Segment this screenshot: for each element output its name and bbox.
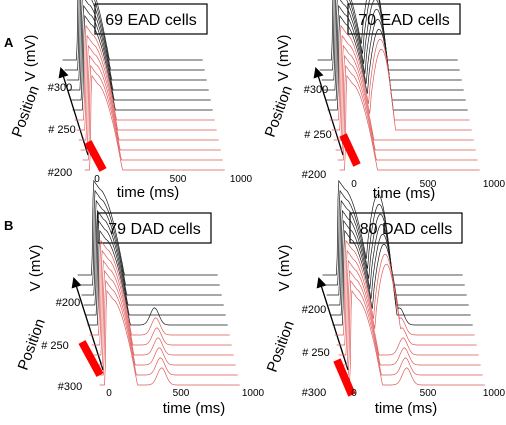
trace-red (333, 44, 474, 141)
panel-title: 69 EAD cells (105, 12, 197, 29)
trace-red (331, 34, 472, 131)
position-tick: #200 (302, 169, 326, 181)
trace-black (81, 199, 222, 296)
trace-red (74, 24, 215, 121)
panel-letter-a: A (4, 35, 14, 50)
x-tick: 1000 (230, 174, 253, 185)
trace-red (97, 279, 238, 376)
trace-red (329, 24, 470, 121)
ylabel: V (mV) (27, 245, 44, 292)
x-tick: 1000 (483, 388, 506, 399)
trace-black (68, 0, 209, 91)
xlabel: time (ms) (117, 184, 180, 201)
trace-red (80, 54, 221, 151)
red-region-bar (339, 133, 361, 167)
position-arrow (313, 67, 344, 156)
trace-black (323, 0, 464, 91)
x-tick: 500 (170, 174, 187, 185)
x-tick: 1000 (242, 388, 265, 399)
position-tick: #200 (302, 304, 326, 316)
ylabel: V (mV) (276, 245, 293, 292)
position-tick: #200 (56, 297, 80, 309)
position-arrow (58, 67, 89, 156)
trace-black (70, 4, 211, 101)
trace-red (95, 269, 236, 366)
trace-red (338, 259, 479, 356)
position-label: Position (264, 318, 298, 374)
trace-red (78, 44, 219, 141)
x-tick: 0 (106, 388, 112, 399)
trace-red (93, 259, 234, 356)
trace-red (337, 64, 478, 161)
xlabel: time (ms) (163, 400, 226, 417)
trace-red (339, 74, 480, 171)
trace-black (317, 0, 458, 61)
title-box (349, 212, 463, 244)
x-tick: 1000 (483, 179, 506, 190)
xlabel: time (ms) (375, 400, 438, 417)
position-tick: # 250 (48, 124, 76, 136)
position-tick: #300 (302, 387, 326, 399)
trace-red (84, 74, 225, 171)
trace-black (66, 0, 207, 81)
x-tick: 0 (94, 174, 100, 185)
x-tick: 0 (351, 179, 357, 190)
ylabel: V (mV) (275, 35, 292, 82)
trace-red (342, 279, 483, 376)
trace-red (344, 289, 485, 386)
trace-black (321, 0, 462, 81)
trace-black (83, 209, 224, 306)
title-box (347, 3, 461, 35)
trace-red (334, 239, 475, 336)
trace-red (76, 34, 217, 131)
position-tick: # 250 (41, 340, 69, 352)
trace-red (335, 54, 476, 151)
trace-red (99, 289, 240, 386)
red-region-bar (78, 340, 104, 377)
trace-black (330, 219, 471, 316)
panel-letter-b: B (4, 218, 13, 233)
trace-black (64, 0, 205, 71)
trace-black (79, 189, 220, 286)
trace-black (327, 14, 468, 111)
trace-black (325, 4, 466, 101)
title-box (94, 3, 208, 35)
trace-black (87, 229, 228, 326)
trace-red (340, 269, 481, 366)
ylabel: V (mV) (22, 35, 39, 82)
position-label: Position (9, 83, 43, 139)
trace-black (77, 179, 218, 276)
trace-black (328, 209, 469, 306)
panel-title: 79 DAD cells (108, 221, 200, 238)
x-tick: 500 (420, 179, 437, 190)
red-region-bar (84, 140, 107, 172)
x-tick: 0 (351, 388, 357, 399)
trace-red (89, 239, 230, 336)
position-tick: #300 (58, 381, 82, 393)
x-tick: 500 (420, 388, 437, 399)
trace-black (332, 229, 473, 326)
x-tick: 500 (173, 388, 190, 399)
trace-black (62, 0, 203, 61)
position-tick: # 250 (304, 129, 332, 141)
trace-red (91, 249, 232, 346)
trace-black (72, 14, 213, 111)
position-label: Position (262, 83, 296, 139)
xlabel: time (ms) (373, 185, 436, 202)
trace-black (326, 199, 467, 296)
red-region-bar (333, 358, 356, 397)
trace-black (319, 0, 460, 71)
position-tick: #200 (48, 167, 72, 179)
trace-black (85, 219, 226, 316)
position-tick: # 250 (302, 347, 330, 359)
trace-red (82, 64, 223, 161)
trace-red (336, 249, 477, 346)
